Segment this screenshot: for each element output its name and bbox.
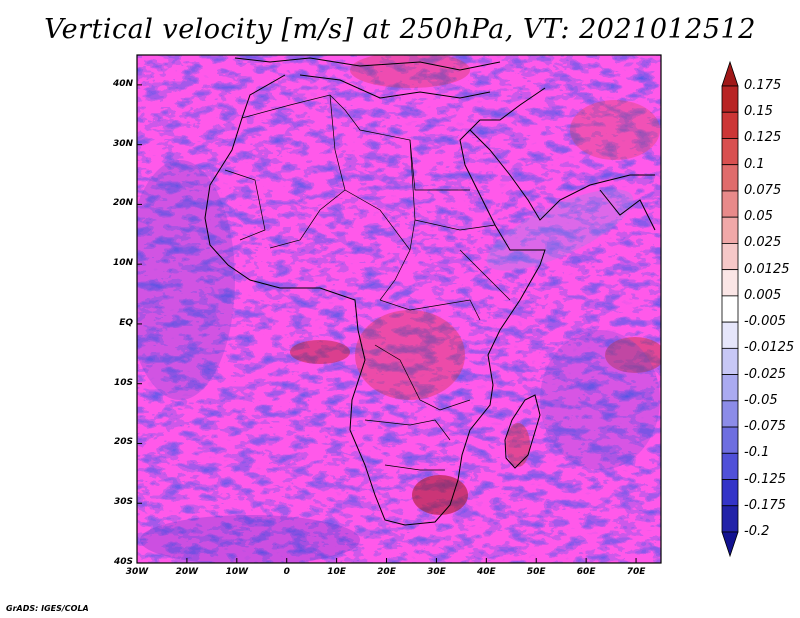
lon-tick-label: 20E	[377, 567, 396, 577]
colorbar-label: 0.005	[744, 287, 782, 303]
colorbar-swatch	[721, 452, 739, 480]
colorbar-label: -0.05	[744, 392, 778, 408]
lat-tick-label: 30N	[112, 138, 133, 149]
lat-tick-label: 10S	[113, 377, 133, 388]
colorbar-swatch	[721, 479, 739, 507]
colorbar-swatch	[721, 400, 739, 428]
velocity-field	[137, 55, 661, 563]
latitude-tick-marks	[137, 84, 142, 564]
colorbar-swatch	[721, 295, 739, 323]
lat-tick-label: 40S	[113, 557, 133, 567]
colorbar-swatch	[721, 190, 739, 218]
lat-tick-label: 20S	[113, 437, 133, 448]
colorbar-swatch	[721, 269, 739, 297]
colorbar-swatch	[721, 321, 739, 349]
country-borders	[224, 94, 511, 471]
colorbar-label: -0.175	[744, 497, 786, 513]
colorbar-swatch	[721, 243, 739, 271]
colorbar-label: 0.175	[744, 78, 782, 93]
colorbar-swatch	[721, 85, 739, 113]
grads-credit: GrADS: IGES/COLA	[6, 604, 89, 613]
lon-tick-label: 10W	[225, 567, 249, 577]
lon-tick-label: 10E	[327, 567, 346, 577]
coastlines	[204, 57, 656, 526]
colorbar-label: 0.1	[744, 156, 765, 172]
colorbar-swatch	[721, 374, 739, 402]
map-frame	[136, 54, 662, 564]
longitude-tick-marks	[136, 558, 637, 563]
colorbar-label: 0.075	[744, 182, 782, 198]
colorbar-label: 0.05	[744, 209, 773, 225]
colorbar-swatch	[721, 111, 739, 139]
lat-tick-label: 40N	[112, 78, 133, 89]
lon-tick-label: 60E	[576, 567, 596, 577]
colorbar-label: 0.0125	[744, 261, 790, 277]
colorbar-label: -0.1	[744, 445, 770, 461]
lon-tick-label: 50E	[526, 567, 546, 577]
lon-tick-label: 30W	[125, 567, 149, 577]
colorbar-label: 0.15	[744, 104, 773, 120]
colorbar-label: -0.125	[744, 471, 786, 487]
colorbar-label: -0.005	[744, 314, 786, 330]
colorbar-label: 0.025	[744, 235, 782, 251]
lon-tick-label: 0	[283, 567, 290, 577]
lon-tick-label: 40E	[476, 567, 496, 577]
colorbar-label: -0.2	[744, 524, 770, 539]
colorbar-label: -0.0125	[744, 340, 795, 356]
colorbar-swatch	[721, 426, 739, 454]
lat-tick-label: 10N	[112, 258, 133, 269]
colorbar-swatch	[721, 164, 739, 192]
lon-tick-label: 70E	[626, 567, 646, 577]
lat-tick-label: EQ	[119, 317, 133, 328]
colorbar-label: 0.125	[744, 130, 782, 146]
lon-tick-label: 30E	[427, 567, 446, 577]
colorbar-swatch	[721, 347, 739, 375]
colorbar-label: -0.025	[744, 366, 786, 382]
colorbar-swatch	[721, 216, 739, 244]
lat-tick-label: 30S	[113, 497, 133, 508]
colorbar-swatch	[721, 138, 739, 166]
colorbar-label: -0.075	[744, 419, 786, 435]
colorbar-swatch	[721, 531, 739, 558]
colorbar-swatch	[721, 60, 739, 87]
map-title: Vertical velocity [m/s] at 250hPa, VT: 2…	[44, 14, 756, 45]
colorbar-swatch	[721, 505, 739, 533]
lat-tick-label: 20N	[112, 198, 133, 209]
colorbar	[721, 60, 739, 558]
lon-tick-label: 20W	[175, 567, 199, 577]
